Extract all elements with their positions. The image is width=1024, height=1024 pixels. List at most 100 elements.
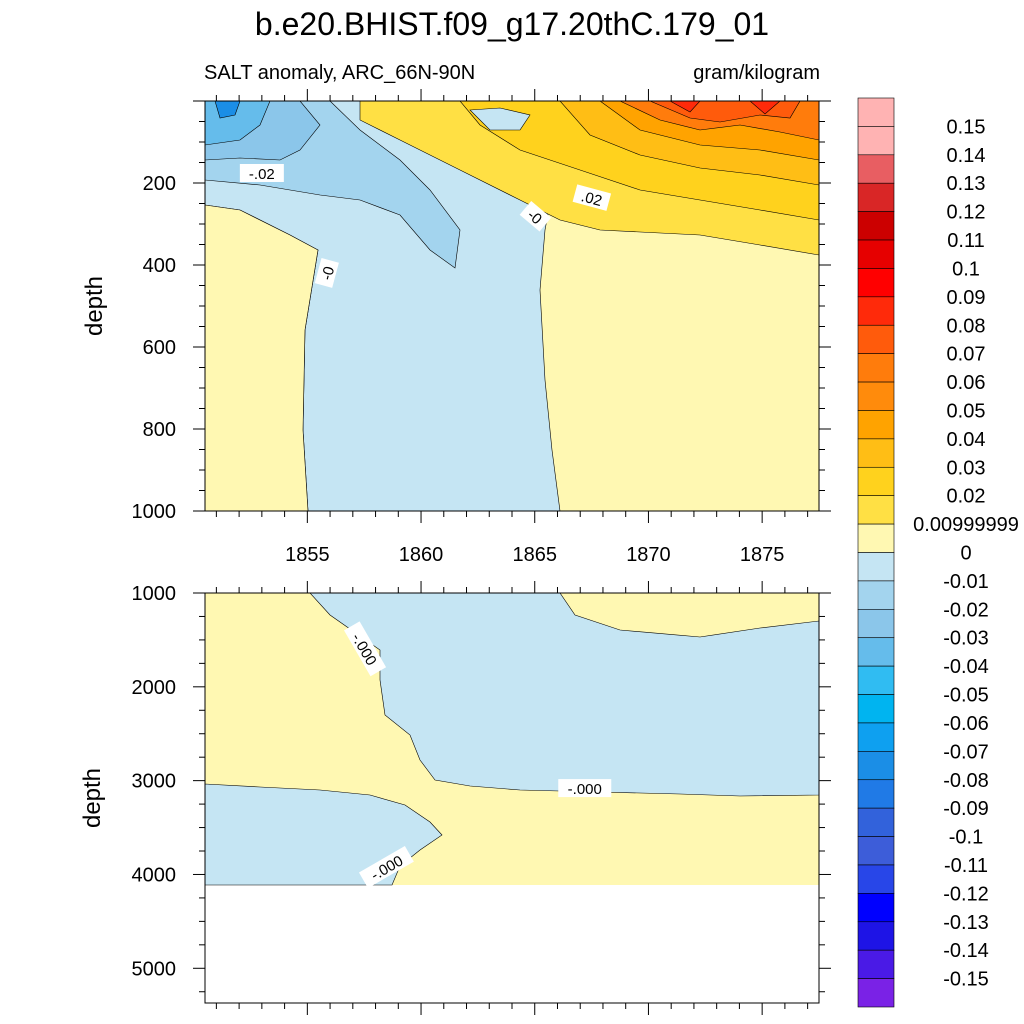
colorbar-swatch xyxy=(857,864,895,894)
colorbar-swatch xyxy=(857,410,895,440)
variable-subtitle: SALT anomaly, ARC_66N-90N xyxy=(204,62,476,84)
colorbar-label: 0.00999999 xyxy=(913,514,1019,536)
colorbar-swatch xyxy=(857,324,895,354)
colorbar-swatch xyxy=(857,807,895,837)
y-tick-label: 3000 xyxy=(132,771,177,793)
colorbar-label: -0.04 xyxy=(943,656,989,678)
contour-label: -0 xyxy=(314,258,339,288)
colorbar-label: -0.09 xyxy=(943,798,989,820)
colorbar-label: 0.07 xyxy=(947,344,986,366)
y-tick-label: 1000 xyxy=(132,501,177,523)
lower-y-axis: 1000 2000 3000 4000 5000 xyxy=(132,583,831,993)
colorbar-swatch xyxy=(857,978,895,1008)
chart-title: b.e20.BHIST.f09_g17.20thC.179_01 xyxy=(254,6,770,42)
colorbar-label: 0.03 xyxy=(947,457,986,479)
lower-contour-field xyxy=(205,593,819,1003)
colorbar-label: -0.08 xyxy=(943,770,989,792)
x-tick-label: 1855 xyxy=(285,544,330,566)
colorbar-label: 0.11 xyxy=(947,230,984,252)
colorbar-label: -0.06 xyxy=(943,713,989,735)
colorbar-swatch xyxy=(857,268,895,298)
upper-warm-core xyxy=(669,101,781,115)
colorbar-swatch xyxy=(857,779,895,809)
contour-label-text: .02 xyxy=(579,188,604,210)
colorbar-label: -0.01 xyxy=(943,571,989,593)
colorbar-swatch xyxy=(857,609,895,639)
upper-left-positive-edge xyxy=(205,204,319,511)
colorbar-label: 0.09 xyxy=(947,287,986,309)
colorbar-swatch xyxy=(857,211,895,241)
colorbar-label: -0.03 xyxy=(943,628,989,650)
x-tick-label: 1875 xyxy=(740,544,785,566)
x-tick-label: 1865 xyxy=(512,544,557,566)
x-tick-label: 1860 xyxy=(399,544,444,566)
colorbar-label: -0.1 xyxy=(949,827,983,849)
contour-label-box xyxy=(572,184,612,211)
colorbar-swatch xyxy=(857,353,895,383)
colorbar-label: 0.12 xyxy=(947,202,986,224)
colorbar-swatch xyxy=(857,154,895,184)
colorbar-swatch xyxy=(857,239,895,269)
colorbar-swatch xyxy=(857,921,895,951)
contour-label-box xyxy=(358,845,414,889)
contour-label-box xyxy=(519,201,552,232)
upper-cold-core xyxy=(214,101,241,119)
colorbar-label: -0.07 xyxy=(943,741,989,763)
contour-label: -.000 xyxy=(558,779,612,798)
colorbar-swatch xyxy=(857,694,895,724)
upper-y-axis: 200 400 600 800 1000 xyxy=(132,100,831,523)
colorbar-swatch xyxy=(857,381,895,411)
upper-panel: -.02 .02 -0 -0 200 400 600 800 1000 1855 1860 186… xyxy=(81,89,831,566)
colorbar-label: 0.14 xyxy=(947,145,986,167)
y-tick-label: 1000 xyxy=(132,583,177,605)
colorbar-label: 0.04 xyxy=(947,429,986,451)
lower-y-axis-title: depth xyxy=(79,768,106,828)
contour-label: -.02 xyxy=(239,163,284,183)
upper-contour-field xyxy=(205,101,819,511)
contour-label-text: -.000 xyxy=(568,781,602,798)
colorbar-label: -0.14 xyxy=(943,940,989,962)
colorbar-label: -0.05 xyxy=(943,685,989,707)
colorbar-swatch xyxy=(857,637,895,667)
contour-label-text: -.02 xyxy=(249,166,275,183)
colorbar-label: 0.15 xyxy=(947,116,986,138)
colorbar-swatch xyxy=(857,495,895,525)
colorbar-label: 0.08 xyxy=(947,315,986,337)
lower-panel: -.000-.000-.000 1000 2000 3000 4000 5000 dep… xyxy=(79,581,831,1015)
colorbar: 0.15 0.14 0.13 0.12 0.11 0.1 0.09 0.08 0.07 0.06 0… xyxy=(857,97,1019,1008)
contour-label-text: -0 xyxy=(318,265,338,282)
colorbar-label: -0.15 xyxy=(943,969,989,991)
y-tick-label: 600 xyxy=(143,337,176,359)
colorbar-swatch xyxy=(857,126,895,156)
contour-label-box xyxy=(314,258,339,288)
colorbar-swatch xyxy=(857,751,895,781)
lower-contour-labels: -.000-.000-.000 xyxy=(344,621,612,889)
colorbar-label: 0 xyxy=(960,543,971,565)
colorbar-label: 0.06 xyxy=(947,372,986,394)
colorbar-swatch xyxy=(857,665,895,695)
colorbar-swatch xyxy=(857,580,895,610)
units-subtitle: gram/kilogram xyxy=(693,62,820,84)
lower-x-axis xyxy=(215,581,809,1015)
colorbar-label: -0.02 xyxy=(943,599,989,621)
colorbar-swatch xyxy=(857,552,895,582)
contour-label-box xyxy=(558,779,612,798)
upper-y-axis-title: depth xyxy=(81,276,108,336)
contour-label-box xyxy=(344,621,387,677)
y-tick-label: 5000 xyxy=(132,958,177,980)
y-tick-label: 4000 xyxy=(132,864,177,886)
upper-contour-labels: -.02 .02 -0 -0 xyxy=(239,163,612,288)
colorbar-swatch xyxy=(857,97,895,127)
y-tick-label: 400 xyxy=(143,255,176,277)
contour-label: -0 xyxy=(519,201,552,232)
colorbar-label: -0.12 xyxy=(943,883,989,905)
contour-label: .02 xyxy=(572,184,612,211)
colorbar-label: 0.05 xyxy=(947,400,986,422)
y-tick-label: 800 xyxy=(143,419,176,441)
x-tick-label: 1870 xyxy=(626,544,671,566)
y-tick-label: 2000 xyxy=(132,677,177,699)
colorbar-swatch xyxy=(857,893,895,923)
colorbar-swatch xyxy=(857,836,895,866)
upper-x-axis: 1855 1860 1865 1870 1875 xyxy=(215,89,809,566)
